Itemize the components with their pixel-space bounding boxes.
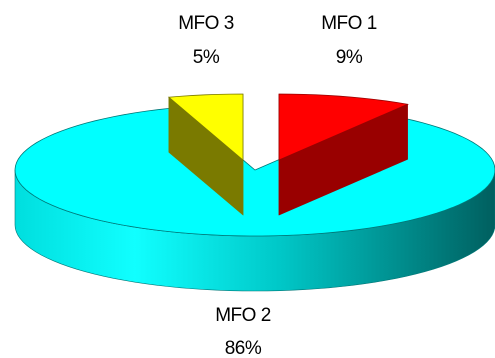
pie-slice-top-mfo-3 [167,93,244,161]
pie-slice-mfo-2 [14,106,495,292]
slice-value-label-mfo-3: 5% [193,47,220,68]
pie-slice-mfo-1 [278,93,410,216]
slice-name-label-mfo-3: MFO 3 [178,13,234,34]
slice-value-label-mfo-2: 86% [225,338,262,358]
pie-slice-top-mfo-2 [14,106,495,237]
pie-slice-top-mfo-1 [278,93,410,161]
pie-slices [14,93,495,292]
pie-slice-mfo-3 [167,93,244,216]
slice-value-label-mfo-1: 9% [336,47,363,68]
slice-name-label-mfo-2: MFO 2 [215,305,271,326]
slice-name-label-mfo-1: MFO 1 [321,13,377,34]
